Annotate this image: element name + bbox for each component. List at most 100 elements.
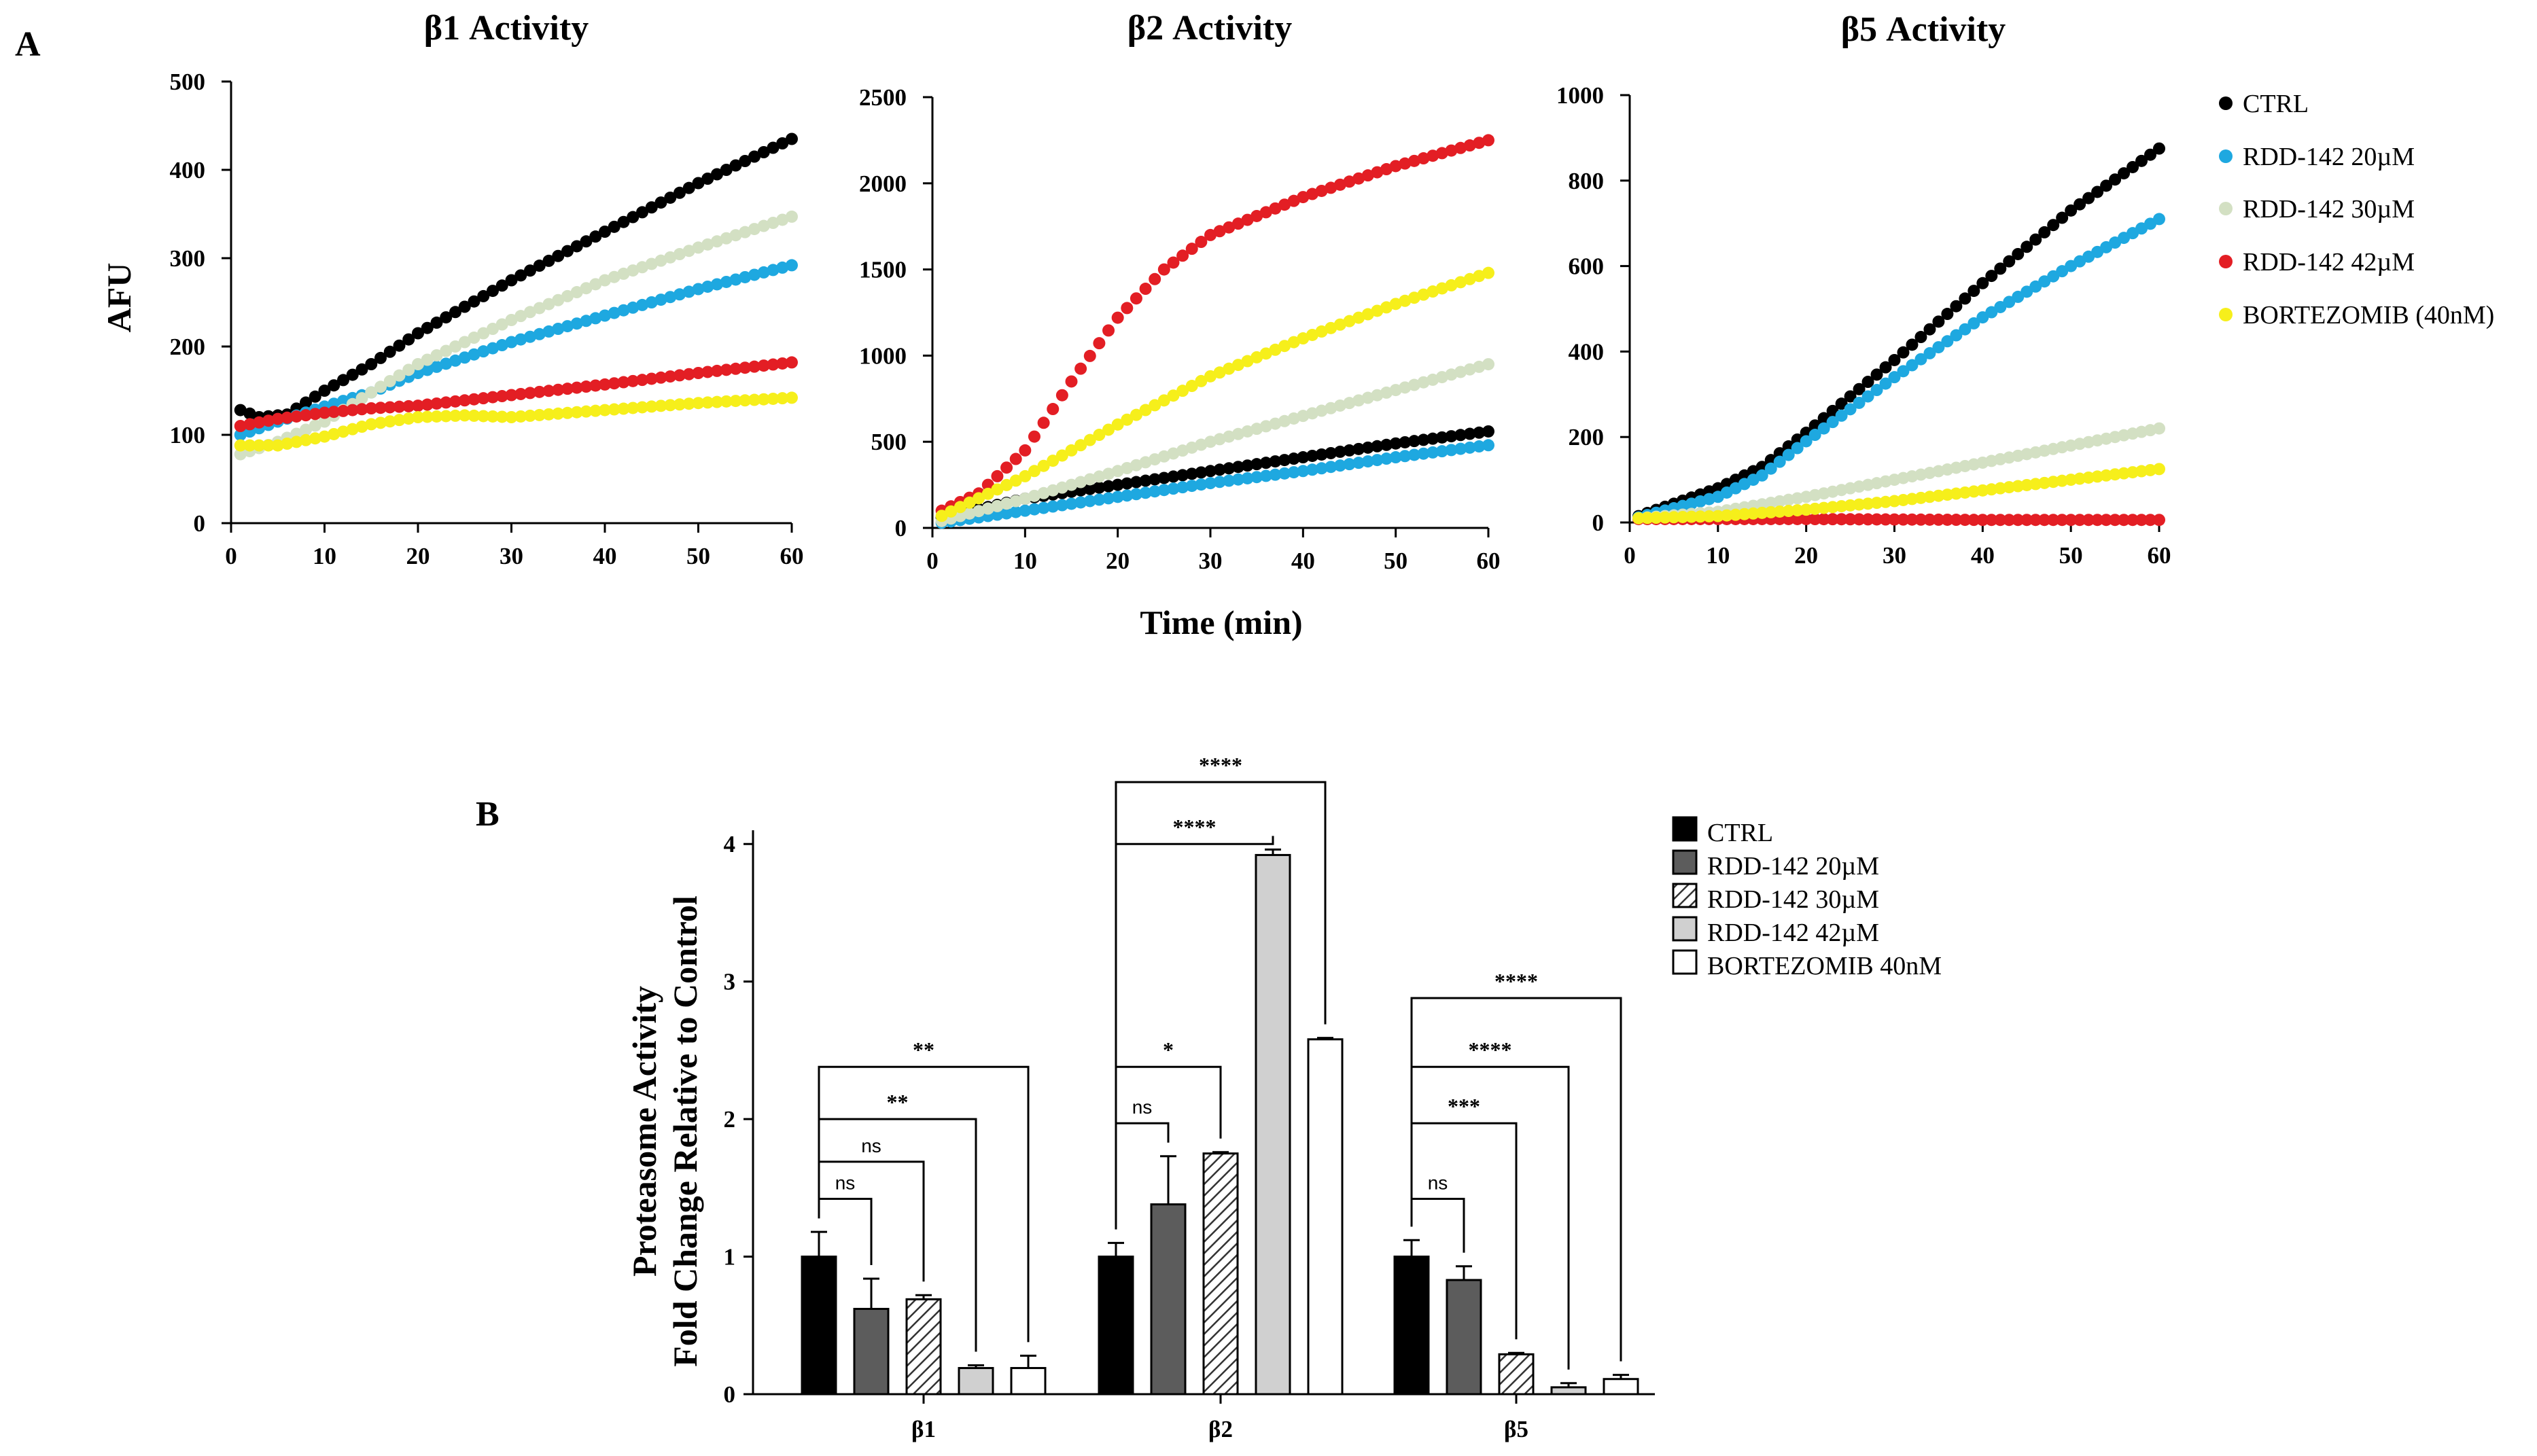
data-point — [393, 339, 406, 352]
data-point — [1417, 152, 1430, 165]
data-point — [524, 306, 536, 319]
data-point — [748, 360, 760, 373]
bar — [1603, 1378, 1639, 1396]
data-point — [1093, 337, 1106, 350]
data-point — [1482, 439, 1494, 452]
data-point — [589, 404, 602, 417]
data-point — [1333, 178, 1346, 191]
data-point — [1352, 457, 1365, 469]
data-point — [701, 238, 714, 251]
legend-label: CTRL — [2243, 90, 2309, 118]
data-point — [1371, 166, 1384, 179]
x-tick-label: 40 — [1291, 548, 1315, 574]
chart-title: β1 Activity — [424, 9, 589, 48]
data-point — [1879, 513, 1892, 526]
data-point — [1139, 404, 1152, 416]
data-point — [682, 368, 695, 380]
data-point — [1445, 279, 1458, 291]
x-axis-label: Time (min) — [1140, 603, 1302, 641]
data-point — [1121, 489, 1134, 502]
data-point — [1241, 213, 1254, 226]
data-point — [608, 377, 620, 390]
data-point — [1791, 512, 1804, 525]
data-point — [767, 141, 780, 154]
data-point — [1019, 504, 1032, 517]
series-rdd-142-42-m — [935, 134, 1494, 517]
data-point — [1454, 429, 1467, 442]
data-point — [1445, 430, 1458, 443]
significance-bracket — [818, 1065, 1030, 1343]
data-point — [1399, 381, 1412, 394]
data-point — [1325, 321, 1337, 334]
data-point — [449, 354, 461, 367]
data-point — [495, 318, 508, 331]
data-point — [412, 367, 424, 379]
data-point — [1297, 191, 1310, 204]
data-point — [1139, 283, 1152, 296]
data-point — [2118, 167, 2131, 180]
data-point — [1817, 501, 1830, 514]
data-point — [1879, 361, 1892, 374]
data-point — [2020, 514, 2033, 527]
data-point — [355, 403, 368, 416]
data-point — [1065, 444, 1078, 457]
data-point — [1306, 328, 1318, 341]
data-point — [636, 298, 648, 311]
data-point — [1463, 139, 1476, 152]
data-point — [393, 369, 406, 382]
data-point — [580, 315, 593, 327]
data-point — [1976, 277, 1989, 289]
data-point — [2020, 241, 2033, 253]
data-point — [757, 359, 770, 372]
data-point — [1473, 440, 1486, 453]
data-point — [1861, 497, 1874, 510]
x-tick-label: 50 — [1384, 548, 1407, 574]
data-point — [309, 390, 321, 403]
data-point — [524, 264, 536, 277]
data-point — [711, 278, 723, 291]
data-point — [757, 266, 770, 279]
data-point — [412, 399, 424, 412]
data-point — [1333, 445, 1346, 458]
data-point — [1083, 495, 1096, 508]
data-point — [328, 406, 340, 419]
legend-swatch — [1672, 816, 1698, 842]
data-point — [458, 394, 471, 407]
data-point — [1083, 349, 1096, 362]
data-point — [776, 213, 789, 226]
data-point — [767, 217, 780, 229]
data-point — [477, 289, 490, 302]
data-point — [243, 407, 256, 420]
data-point — [1791, 442, 1804, 455]
data-point — [1853, 513, 1866, 526]
data-point — [1130, 408, 1142, 421]
x-tick-label: 60 — [780, 543, 804, 569]
data-point — [1755, 506, 1768, 519]
data-point — [1417, 447, 1430, 460]
data-point — [458, 336, 471, 349]
data-point — [1853, 498, 1866, 511]
data-point — [1482, 134, 1494, 147]
data-point — [1204, 370, 1217, 383]
data-point — [1826, 416, 1839, 429]
data-point — [505, 411, 518, 423]
data-point — [1897, 513, 1910, 526]
data-point — [309, 408, 321, 421]
data-point — [1111, 491, 1124, 503]
data-point — [1259, 206, 1272, 219]
data-point — [1454, 141, 1467, 154]
data-point — [290, 436, 303, 448]
data-point — [1287, 336, 1300, 349]
data-point — [720, 232, 733, 245]
data-point — [1315, 448, 1328, 461]
data-point — [981, 502, 994, 515]
data-point — [1000, 461, 1013, 474]
data-point — [1361, 169, 1374, 182]
data-point — [318, 430, 331, 443]
data-point — [1389, 298, 1402, 310]
significance-label: **** — [1469, 1037, 1512, 1062]
data-point — [1149, 453, 1161, 466]
data-point — [1976, 514, 1989, 527]
data-point — [1195, 374, 1208, 387]
legend-label: RDD-142 42µM — [1707, 919, 1879, 947]
